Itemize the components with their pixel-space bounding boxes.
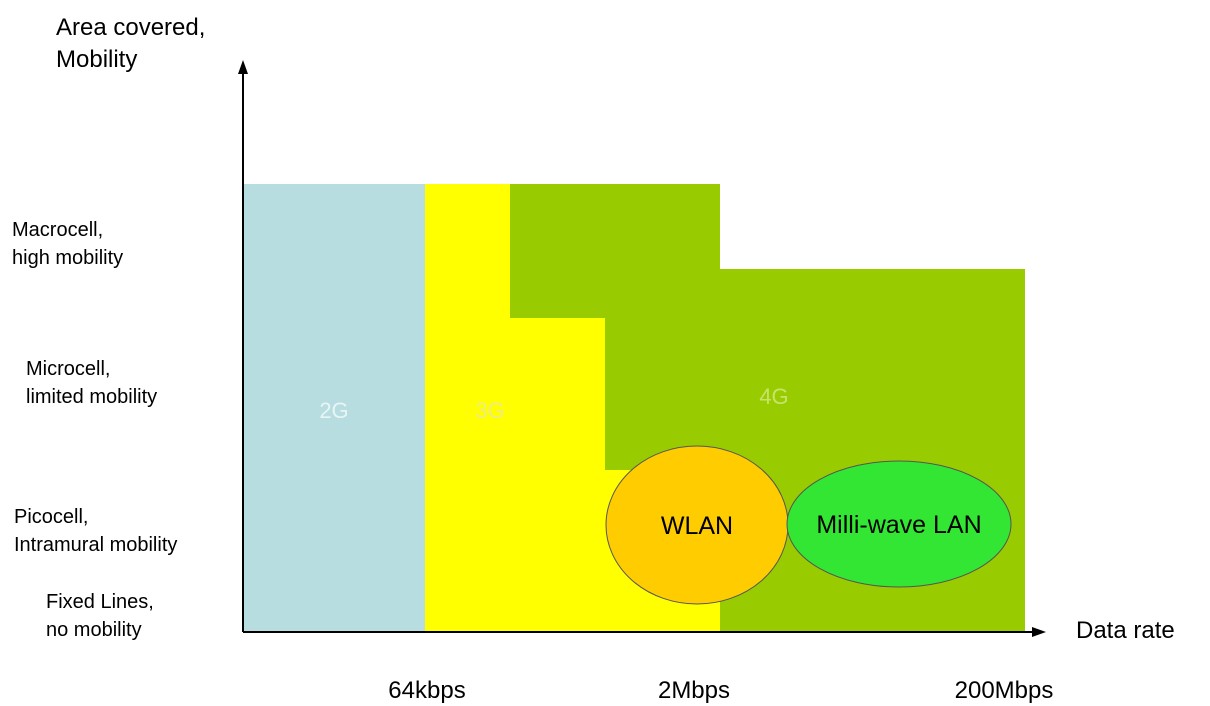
y-axis-arrowhead [238, 60, 248, 74]
level-microcell-line2: limited mobility [26, 386, 158, 408]
region-2g-label: 2G [319, 398, 348, 423]
milliwave-label: Milli-wave LAN [816, 511, 981, 539]
level-macrocell-line1: Macrocell, [12, 219, 104, 241]
rate-200mbps: 200Mbps [954, 677, 1054, 704]
level-fixed-lines: Fixed Lines, no mobility [46, 588, 154, 644]
region-2g [243, 184, 425, 632]
rate-2mbps: 2Mbps [657, 677, 731, 704]
level-microcell-line1: Microcell, [26, 358, 111, 380]
level-picocell-line2: Intramural mobility [14, 534, 178, 556]
y-axis-title-line1: Area covered, [56, 14, 206, 41]
milliwave-ellipse [786, 460, 1012, 588]
level-picocell: Picocell, Intramural mobility [14, 503, 177, 559]
level-fixed-lines-line2: no mobility [46, 619, 142, 641]
region-4g-label: 4G [759, 384, 788, 409]
level-macrocell: Macrocell, high mobility [12, 216, 123, 272]
level-microcell: Microcell, limited mobility [26, 355, 157, 411]
x-axis-title: Data rate [1076, 617, 1175, 644]
y-axis-title-line2: Mobility [56, 46, 138, 73]
x-axis-arrowhead [1032, 627, 1046, 637]
level-macrocell-line2: high mobility [12, 247, 124, 269]
y-axis-title: Area covered, Mobility [56, 12, 205, 76]
wlan-label: WLAN [661, 512, 733, 540]
level-fixed-lines-line1: Fixed Lines, [46, 591, 154, 613]
region-3g-label: 3G [475, 398, 504, 423]
level-picocell-line1: Picocell, [14, 506, 89, 528]
rate-64kbps: 64kbps [388, 677, 466, 704]
